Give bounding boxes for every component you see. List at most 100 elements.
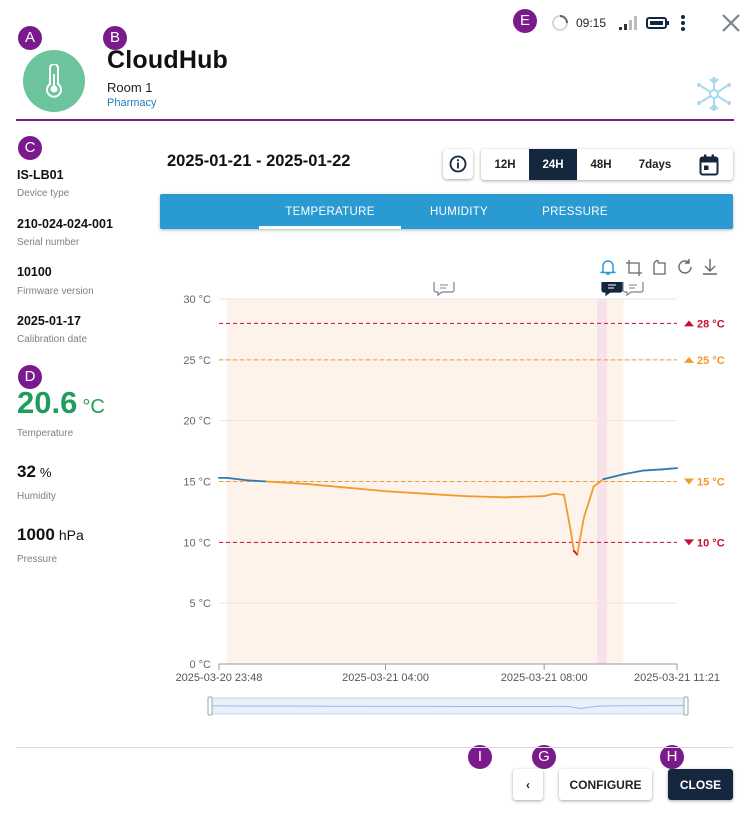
serial-number-value: 210-024-024-001 [17,217,113,231]
calibration-date-value: 2025-01-17 [17,314,81,328]
chart-tools [599,259,717,276]
device-type-label: Device type [17,188,70,199]
marker-c: C [18,136,42,160]
info-button[interactable] [443,149,473,179]
series-segment [642,468,665,472]
data-point [503,496,506,499]
threshold-label: 10 °C [697,537,725,549]
series-segment [384,490,427,495]
room-name: Room 1 [107,80,153,95]
metric-tabs: TEMPERATURE HUMIDITY PRESSURE [160,194,733,229]
network-icon [697,77,731,111]
threshold-up-icon [684,356,694,363]
active-tab-indicator [259,226,401,229]
info-icon [449,155,467,173]
device-avatar [23,50,85,112]
y-tick-label: 15 °C [183,477,211,489]
data-point [563,493,565,496]
series-segment [662,467,678,471]
data-point [676,467,678,470]
series-segment [582,485,595,519]
series-segment [569,529,575,552]
navigator-handle-right[interactable] [683,696,689,716]
close-icon[interactable] [721,13,741,33]
series-segment [503,495,546,499]
device-type-value: IS-LB01 [17,168,64,182]
threshold-label: 15 °C [697,477,725,489]
threshold-down-icon [684,478,694,485]
x-tick-label: 2025-03-21 04:00 [342,672,429,684]
marker-b: B [103,26,127,50]
pressure-value: 1000 [17,525,55,544]
range-48h-button[interactable]: 48H [590,158,612,171]
temperature-label: Temperature [17,428,74,439]
place-name: Pharmacy [107,97,157,109]
date-range: 2025-01-21 - 2025-01-22 [167,152,351,170]
alarm-bell-icon[interactable] [599,260,617,275]
marker-h: H [660,745,684,769]
download-icon[interactable] [703,259,717,275]
data-point [592,485,595,488]
temperature-unit: °C [82,396,105,418]
loading-spinner-icon [552,15,568,31]
firmware-version-label: Firmware version [17,286,94,297]
temperature-value: 20.6 [17,385,78,420]
series-segment [543,492,555,498]
tab-pressure[interactable]: PRESSURE [542,205,608,218]
x-tick-label: 2025-03-21 11:21 [634,672,720,684]
series-segment [602,473,625,480]
humidity-reading: 32 % [17,462,51,482]
series-segment [563,493,572,532]
threshold-down-icon [684,539,694,546]
comment-filled-icon[interactable] [601,282,623,297]
tab-humidity[interactable]: HUMIDITY [430,205,488,218]
marker-e: E [513,9,537,33]
threshold-label: 25 °C [697,355,725,367]
data-point [424,492,427,495]
temperature-chart[interactable]: 28 °C 25 °C 15 °C 10 °C 0 °C 5 °C 10 °C 15 °C 2… [160,282,740,722]
range-7days-button[interactable]: 7days [638,158,672,171]
marker-d: D [18,365,42,389]
y-tick-label: 25 °C [183,355,211,367]
data-point [305,483,308,485]
tab-temperature[interactable]: TEMPERATURE [285,205,375,218]
battery-icon [646,17,670,29]
comment-icon[interactable] [622,282,644,297]
more-menu-icon[interactable] [676,14,690,32]
y-tick-label: 10 °C [183,537,211,549]
data-point [642,469,645,472]
footer-divider [16,747,734,748]
pressure-label: Pressure [17,554,58,565]
y-tick-label: 30 °C [183,294,211,306]
x-tick-label: 2025-03-20 23:48 [176,672,263,684]
navigator-line [210,705,687,709]
configure-button[interactable]: CONFIGURE [559,769,652,800]
comment-icon[interactable] [433,282,455,297]
data-point [265,480,268,483]
calendar-button[interactable] [685,149,733,180]
data-point [543,495,546,497]
status-bar: 09:15 [550,12,690,34]
back-button[interactable]: ‹ [513,769,543,800]
data-point [573,549,575,552]
range-24h-button[interactable]: 24H [529,149,577,180]
signal-icon [619,16,638,30]
series-segment [622,469,645,476]
crop-icon[interactable] [626,260,642,276]
y-tick-label: 0 °C [189,659,211,671]
crop-reset-icon[interactable] [653,259,666,275]
threshold-up-icon [684,320,694,327]
navigator-handle-left[interactable] [207,696,213,716]
data-point [226,476,228,479]
close-button[interactable]: CLOSE [668,769,733,800]
time-range-selector: 12H 24H 48H 7days [481,149,733,180]
range-12h-button[interactable]: 12H [494,158,516,171]
refresh-icon[interactable] [678,259,692,274]
calendar-icon [699,154,719,175]
humidity-unit: % [39,465,52,480]
data-point [576,553,579,556]
serial-number-label: Serial number [17,237,80,248]
series-segment [344,486,387,493]
humidity-value: 32 [17,462,36,481]
threshold-label: 28 °C [697,318,725,330]
